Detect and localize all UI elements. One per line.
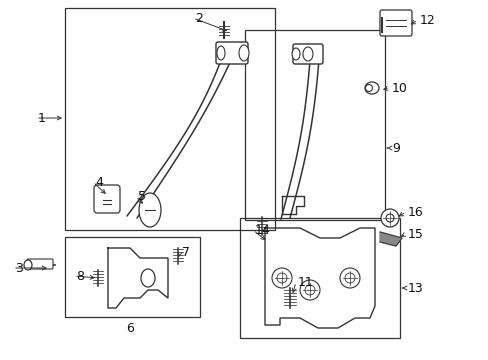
Ellipse shape — [364, 82, 378, 94]
Circle shape — [385, 214, 393, 222]
Ellipse shape — [303, 47, 312, 61]
Text: 12: 12 — [419, 14, 435, 27]
Text: 6: 6 — [126, 321, 134, 334]
Text: 8: 8 — [76, 270, 84, 283]
Circle shape — [345, 273, 354, 283]
Ellipse shape — [24, 260, 32, 270]
Text: 15: 15 — [407, 228, 423, 240]
Text: 1: 1 — [38, 112, 46, 125]
Bar — [65, 237, 200, 317]
Bar — [244, 30, 384, 220]
FancyBboxPatch shape — [379, 10, 411, 36]
Text: 7: 7 — [182, 246, 190, 258]
Bar — [65, 8, 274, 230]
Text: 2: 2 — [195, 12, 203, 24]
Text: 10: 10 — [391, 81, 407, 95]
Text: 5: 5 — [138, 189, 146, 202]
Ellipse shape — [291, 48, 299, 60]
Text: 16: 16 — [407, 206, 423, 219]
Ellipse shape — [365, 85, 372, 91]
Bar — [240, 218, 399, 338]
Polygon shape — [379, 232, 401, 246]
Text: 9: 9 — [391, 141, 399, 154]
Circle shape — [271, 268, 291, 288]
Circle shape — [305, 285, 314, 295]
Text: 14: 14 — [254, 224, 270, 237]
FancyBboxPatch shape — [94, 185, 120, 213]
Circle shape — [299, 280, 319, 300]
Ellipse shape — [239, 45, 248, 61]
Ellipse shape — [139, 193, 161, 227]
Ellipse shape — [217, 46, 224, 60]
Text: 13: 13 — [407, 282, 423, 294]
FancyBboxPatch shape — [292, 44, 323, 64]
Ellipse shape — [141, 269, 155, 287]
Circle shape — [276, 273, 286, 283]
Text: 3: 3 — [15, 261, 23, 274]
Circle shape — [380, 209, 398, 227]
FancyBboxPatch shape — [27, 259, 53, 269]
Text: 4: 4 — [95, 176, 102, 189]
Circle shape — [339, 268, 359, 288]
Text: 11: 11 — [297, 275, 313, 288]
FancyBboxPatch shape — [216, 42, 247, 64]
